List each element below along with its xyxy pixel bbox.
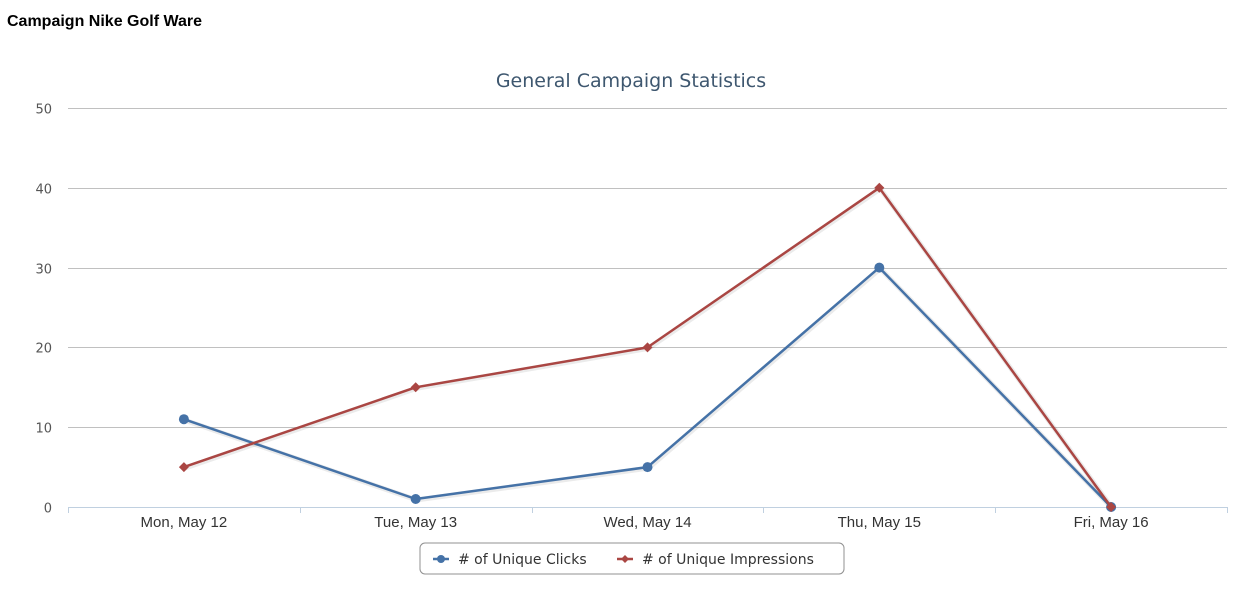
chart-title: General Campaign Statistics	[496, 70, 766, 92]
x-tick-label: Tue, May 13	[374, 514, 457, 531]
legend: # of Unique Clicks # of Unique Impression…	[419, 542, 845, 575]
data-point[interactable]	[874, 182, 885, 193]
x-tick-label: Thu, May 15	[838, 514, 921, 531]
data-point[interactable]	[178, 462, 189, 473]
data-point[interactable]	[410, 494, 421, 505]
x-axis: Mon, May 12 Tue, May 13 Wed, May 14 Thu, Ma…	[68, 507, 1228, 531]
legend-marker[interactable]	[621, 555, 629, 563]
data-point[interactable]	[874, 262, 885, 273]
series-shadow	[184, 265, 1114, 510]
data-point[interactable]	[1106, 502, 1117, 512]
data-point[interactable]	[642, 462, 653, 473]
legend-marker[interactable]	[437, 555, 445, 563]
y-tick-label: 10	[35, 422, 52, 437]
grid-lines	[68, 108, 1227, 428]
legend-item-unique-impressions[interactable]: # of Unique Impressions	[617, 552, 814, 568]
legend-label: # of Unique Clicks	[458, 552, 587, 568]
plot-area	[178, 182, 1117, 512]
data-point[interactable]	[410, 382, 421, 393]
legend-label: # of Unique Impressions	[642, 552, 814, 568]
page-title: Campaign Nike Golf Ware	[7, 13, 202, 30]
x-tick-label: Mon, May 12	[141, 514, 228, 531]
series-unique-impressions	[178, 182, 1117, 512]
y-tick-label: 30	[35, 263, 52, 278]
x-tick-label: Fri, May 16	[1074, 514, 1149, 531]
y-tick-label: 20	[35, 342, 52, 357]
y-tick-label: 0	[44, 502, 52, 517]
y-tick-label: 40	[35, 183, 52, 198]
x-tick-label: Wed, May 14	[603, 514, 691, 531]
series-unique-clicks	[178, 262, 1117, 512]
data-point[interactable]	[178, 414, 189, 425]
data-point[interactable]	[642, 342, 653, 353]
y-axis: 0 10 20 30 40 50	[35, 103, 52, 517]
legend-item-unique-clicks[interactable]: # of Unique Clicks	[433, 552, 587, 568]
y-tick-label: 50	[35, 103, 52, 118]
